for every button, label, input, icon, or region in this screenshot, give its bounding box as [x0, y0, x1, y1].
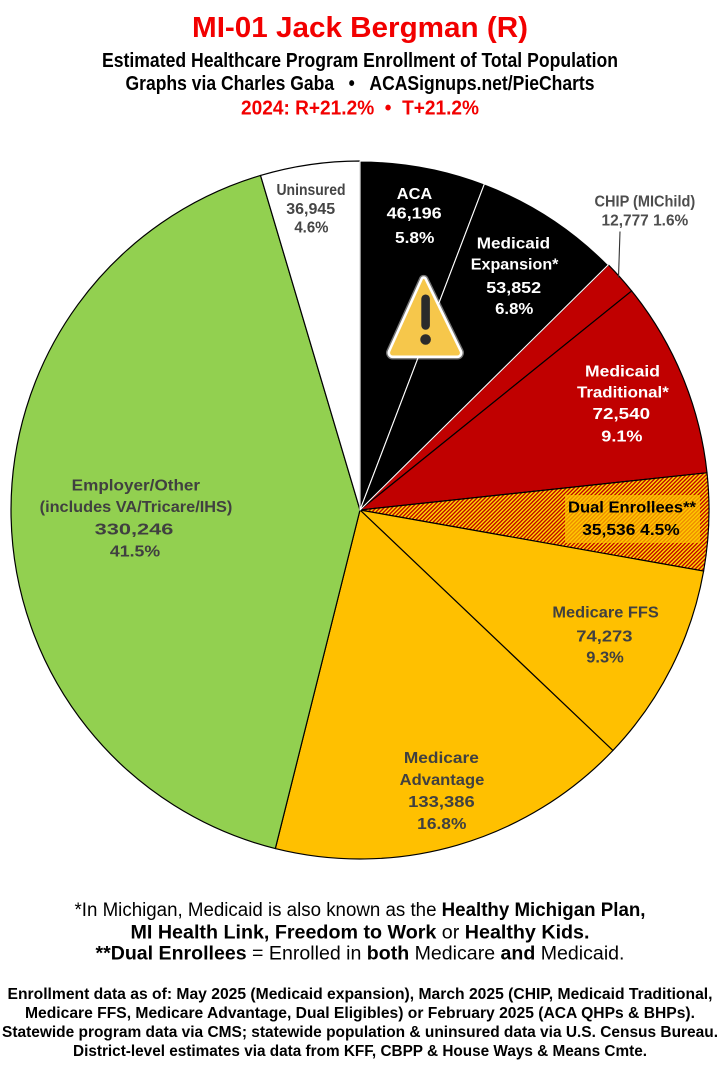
- svg-text:*In Michigan, Medicaid is also: *In Michigan, Medicaid is also known as …: [75, 900, 646, 921]
- svg-text:36,945: 36,945: [286, 201, 335, 218]
- svg-text:Medicaid: Medicaid: [477, 235, 550, 252]
- svg-text:330,246: 330,246: [95, 522, 174, 539]
- svg-text:46,196: 46,196: [387, 206, 442, 223]
- svg-text:16.8%: 16.8%: [417, 816, 466, 833]
- svg-text:9.1%: 9.1%: [601, 428, 642, 445]
- svg-text:6.8%: 6.8%: [495, 301, 533, 318]
- svg-text:ACA: ACA: [397, 186, 433, 203]
- svg-text:Medicare FFS, Medicare Advanta: Medicare FFS, Medicare Advantage, Dual E…: [25, 1005, 695, 1022]
- svg-text:2024: R+21.2% • T+21.2%: 2024: R+21.2% • T+21.2%: [241, 97, 479, 119]
- svg-text:35,536 4.5%: 35,536 4.5%: [582, 522, 680, 539]
- svg-text:MI-01 Jack Bergman (R): MI-01 Jack Bergman (R): [192, 12, 528, 44]
- svg-text:CHIP (MIChild): CHIP (MIChild): [595, 194, 696, 211]
- svg-text:Dual Enrollees**: Dual Enrollees**: [568, 500, 697, 517]
- svg-text:Medicare FFS: Medicare FFS: [552, 605, 659, 622]
- svg-text:41.5%: 41.5%: [110, 544, 160, 561]
- svg-text:Medicaid: Medicaid: [585, 363, 660, 380]
- svg-text:Traditional*: Traditional*: [577, 385, 670, 402]
- svg-text:**Dual Enrollees = Enrolled in: **Dual Enrollees = Enrolled in both Medi…: [96, 944, 625, 965]
- svg-text:4.6%: 4.6%: [294, 219, 328, 236]
- svg-text:53,852: 53,852: [486, 280, 541, 297]
- svg-text:(includes VA/Tricare/IHS): (includes VA/Tricare/IHS): [40, 499, 233, 516]
- svg-text:72,540: 72,540: [593, 406, 651, 423]
- svg-text:Medicare: Medicare: [404, 750, 479, 767]
- svg-text:Uninsured: Uninsured: [276, 182, 345, 199]
- svg-text:Employer/Other: Employer/Other: [72, 478, 200, 495]
- svg-text:74,273: 74,273: [576, 628, 632, 645]
- svg-text:9.3%: 9.3%: [586, 650, 624, 667]
- svg-text:MI Health Link, Freedom to Wor: MI Health Link, Freedom to Work or Healt…: [131, 922, 590, 943]
- svg-text:Graphs via Charles Gaba •: Graphs via Charles Gaba • ACASignups.net…: [126, 73, 595, 95]
- svg-text:District-level estimates via d: District-level estimates via data from K…: [73, 1043, 647, 1060]
- svg-text:Advantage: Advantage: [400, 772, 485, 789]
- svg-text:5.8%: 5.8%: [395, 230, 434, 247]
- svg-text:Expansion*: Expansion*: [471, 256, 559, 273]
- svg-text:133,386: 133,386: [408, 794, 475, 811]
- svg-text:Statewide program data via CMS: Statewide program data via CMS; statewid…: [2, 1024, 718, 1041]
- svg-text:Estimated Healthcare Program E: Estimated Healthcare Program Enrollment …: [102, 50, 618, 72]
- svg-text:12,777 1.6%: 12,777 1.6%: [602, 212, 689, 229]
- svg-text:Enrollment data as of: May 202: Enrollment data as of: May 2025 (Medicai…: [8, 986, 713, 1003]
